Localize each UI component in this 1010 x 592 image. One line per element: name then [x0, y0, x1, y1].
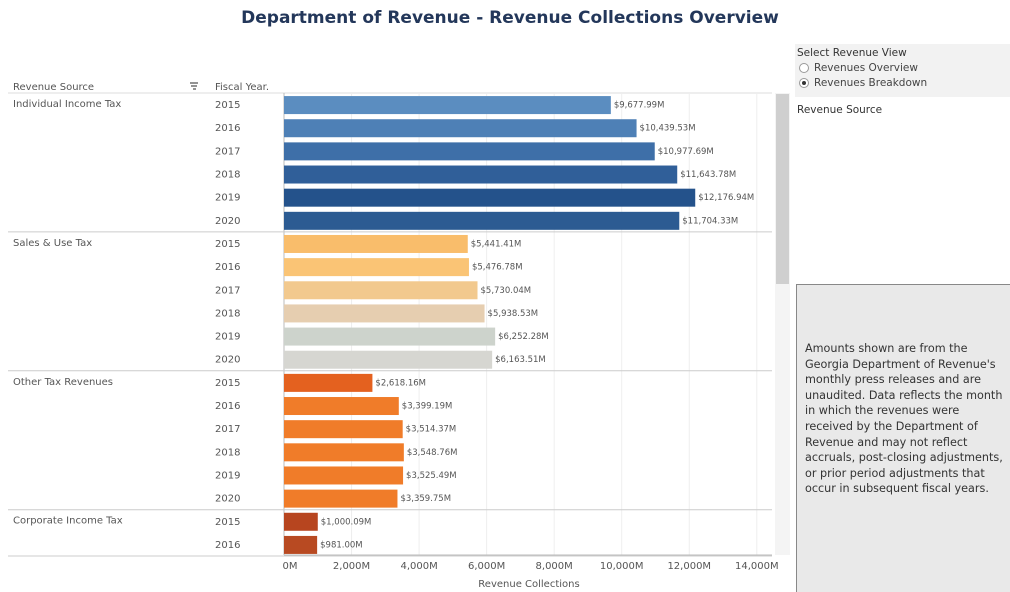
year-label: 2017 — [215, 146, 240, 157]
bar — [284, 512, 318, 531]
x-tick-label: 6,000M — [468, 561, 505, 572]
radio[interactable] — [799, 62, 809, 73]
radio-label: Revenues Overview — [814, 61, 918, 74]
year-label: 2017 — [215, 424, 240, 435]
year-label: 2020 — [215, 355, 240, 366]
bar — [284, 142, 655, 161]
bar — [284, 397, 399, 416]
value-label: $5,730.04M — [481, 286, 532, 296]
x-tick-label: 4,000M — [400, 561, 437, 572]
radio-label: Revenues Breakdown — [814, 76, 928, 89]
bar — [284, 350, 493, 369]
value-label: $5,441.41M — [471, 239, 522, 249]
year-label: 2015 — [215, 378, 240, 389]
value-label: $6,252.28M — [498, 332, 549, 342]
radio-option[interactable]: Revenues Breakdown — [799, 75, 1010, 90]
x-tick-label: 14,000M — [735, 561, 779, 572]
row-label: Sales & Use Tax — [13, 238, 92, 249]
value-label: $10,977.69M — [658, 147, 714, 157]
value-label: $3,514.37M — [406, 425, 457, 435]
year-label: 2015 — [215, 100, 240, 111]
view-selector: Select Revenue View Revenues Overview Rev… — [795, 44, 1010, 97]
title: Department of Revenue - Revenue Collecti… — [241, 8, 779, 28]
year-label: 2019 — [215, 470, 240, 481]
bar — [284, 211, 680, 230]
filter-title: Revenue Source — [797, 104, 883, 116]
value-label: $981.00M — [320, 540, 362, 550]
value-label: $6,163.51M — [495, 355, 546, 365]
value-label: $2,618.16M — [375, 378, 426, 388]
x-tick-label: 8,000M — [536, 561, 573, 572]
value-label: $11,704.33M — [682, 216, 738, 226]
x-tick-label: 2,000M — [333, 561, 370, 572]
column-header: Fiscal Year. — [215, 82, 269, 93]
x-tick-label: 12,000M — [667, 561, 711, 572]
row-label: Other Tax Revenues — [13, 377, 113, 388]
bar — [284, 327, 496, 346]
bar — [284, 281, 478, 300]
year-label: 2017 — [215, 285, 240, 296]
year-label: 2020 — [215, 494, 240, 505]
year-label: 2016 — [215, 262, 240, 273]
row-header: Revenue Source — [13, 82, 94, 93]
bar — [284, 119, 637, 138]
bar — [284, 188, 696, 207]
value-label: $5,476.78M — [472, 263, 523, 273]
bar — [284, 443, 404, 462]
year-label: 2016 — [215, 401, 240, 412]
row-label: Corporate Income Tax — [13, 516, 123, 527]
year-label: 2019 — [215, 332, 240, 343]
row-label: Individual Income Tax — [13, 99, 121, 110]
chart: Revenue Source Fiscal Year. 0M 2,000M 4,000M… — [8, 82, 790, 590]
bar — [284, 165, 678, 184]
bar — [284, 234, 468, 253]
x-axis-title: Revenue Collections — [478, 579, 579, 590]
value-label: $12,176.94M — [698, 193, 754, 203]
bar — [284, 535, 318, 554]
value-label: $11,643.78M — [680, 170, 736, 180]
year-label: 2018 — [215, 170, 240, 181]
value-label: $10,439.53M — [640, 124, 696, 134]
radio[interactable] — [799, 77, 809, 88]
year-label: 2020 — [215, 216, 240, 227]
value-label: $3,525.49M — [406, 471, 457, 481]
bar — [284, 420, 403, 439]
sort-icon — [190, 82, 198, 90]
year-label: 2015 — [215, 517, 240, 528]
year-label: 2015 — [215, 239, 240, 250]
value-label: $3,548.76M — [407, 448, 458, 458]
note: Amounts shown are from the Georgia Depar… — [796, 284, 1010, 592]
year-label: 2019 — [215, 193, 240, 204]
year-label: 2018 — [215, 308, 240, 319]
year-label: 2018 — [215, 447, 240, 458]
bar — [284, 304, 485, 323]
bar — [284, 489, 398, 508]
bar — [284, 373, 373, 392]
value-label: $3,399.19M — [402, 402, 453, 412]
x-tick-label: 10,000M — [600, 561, 644, 572]
value-label: $5,938.53M — [488, 309, 539, 319]
bar — [284, 466, 404, 485]
year-label: 2016 — [215, 540, 240, 551]
value-label: $1,000.09M — [321, 517, 372, 527]
bar — [284, 258, 469, 277]
scrollbar-thumb[interactable] — [776, 94, 789, 284]
value-label: $9,677.99M — [614, 101, 665, 111]
bar — [284, 96, 611, 115]
selector-title: Select Revenue View — [797, 47, 907, 59]
value-label: $3,359.75M — [400, 494, 451, 504]
radio-option[interactable]: Revenues Overview — [799, 60, 1010, 75]
year-label: 2016 — [215, 123, 240, 134]
x-tick-label: 0M — [283, 561, 298, 572]
